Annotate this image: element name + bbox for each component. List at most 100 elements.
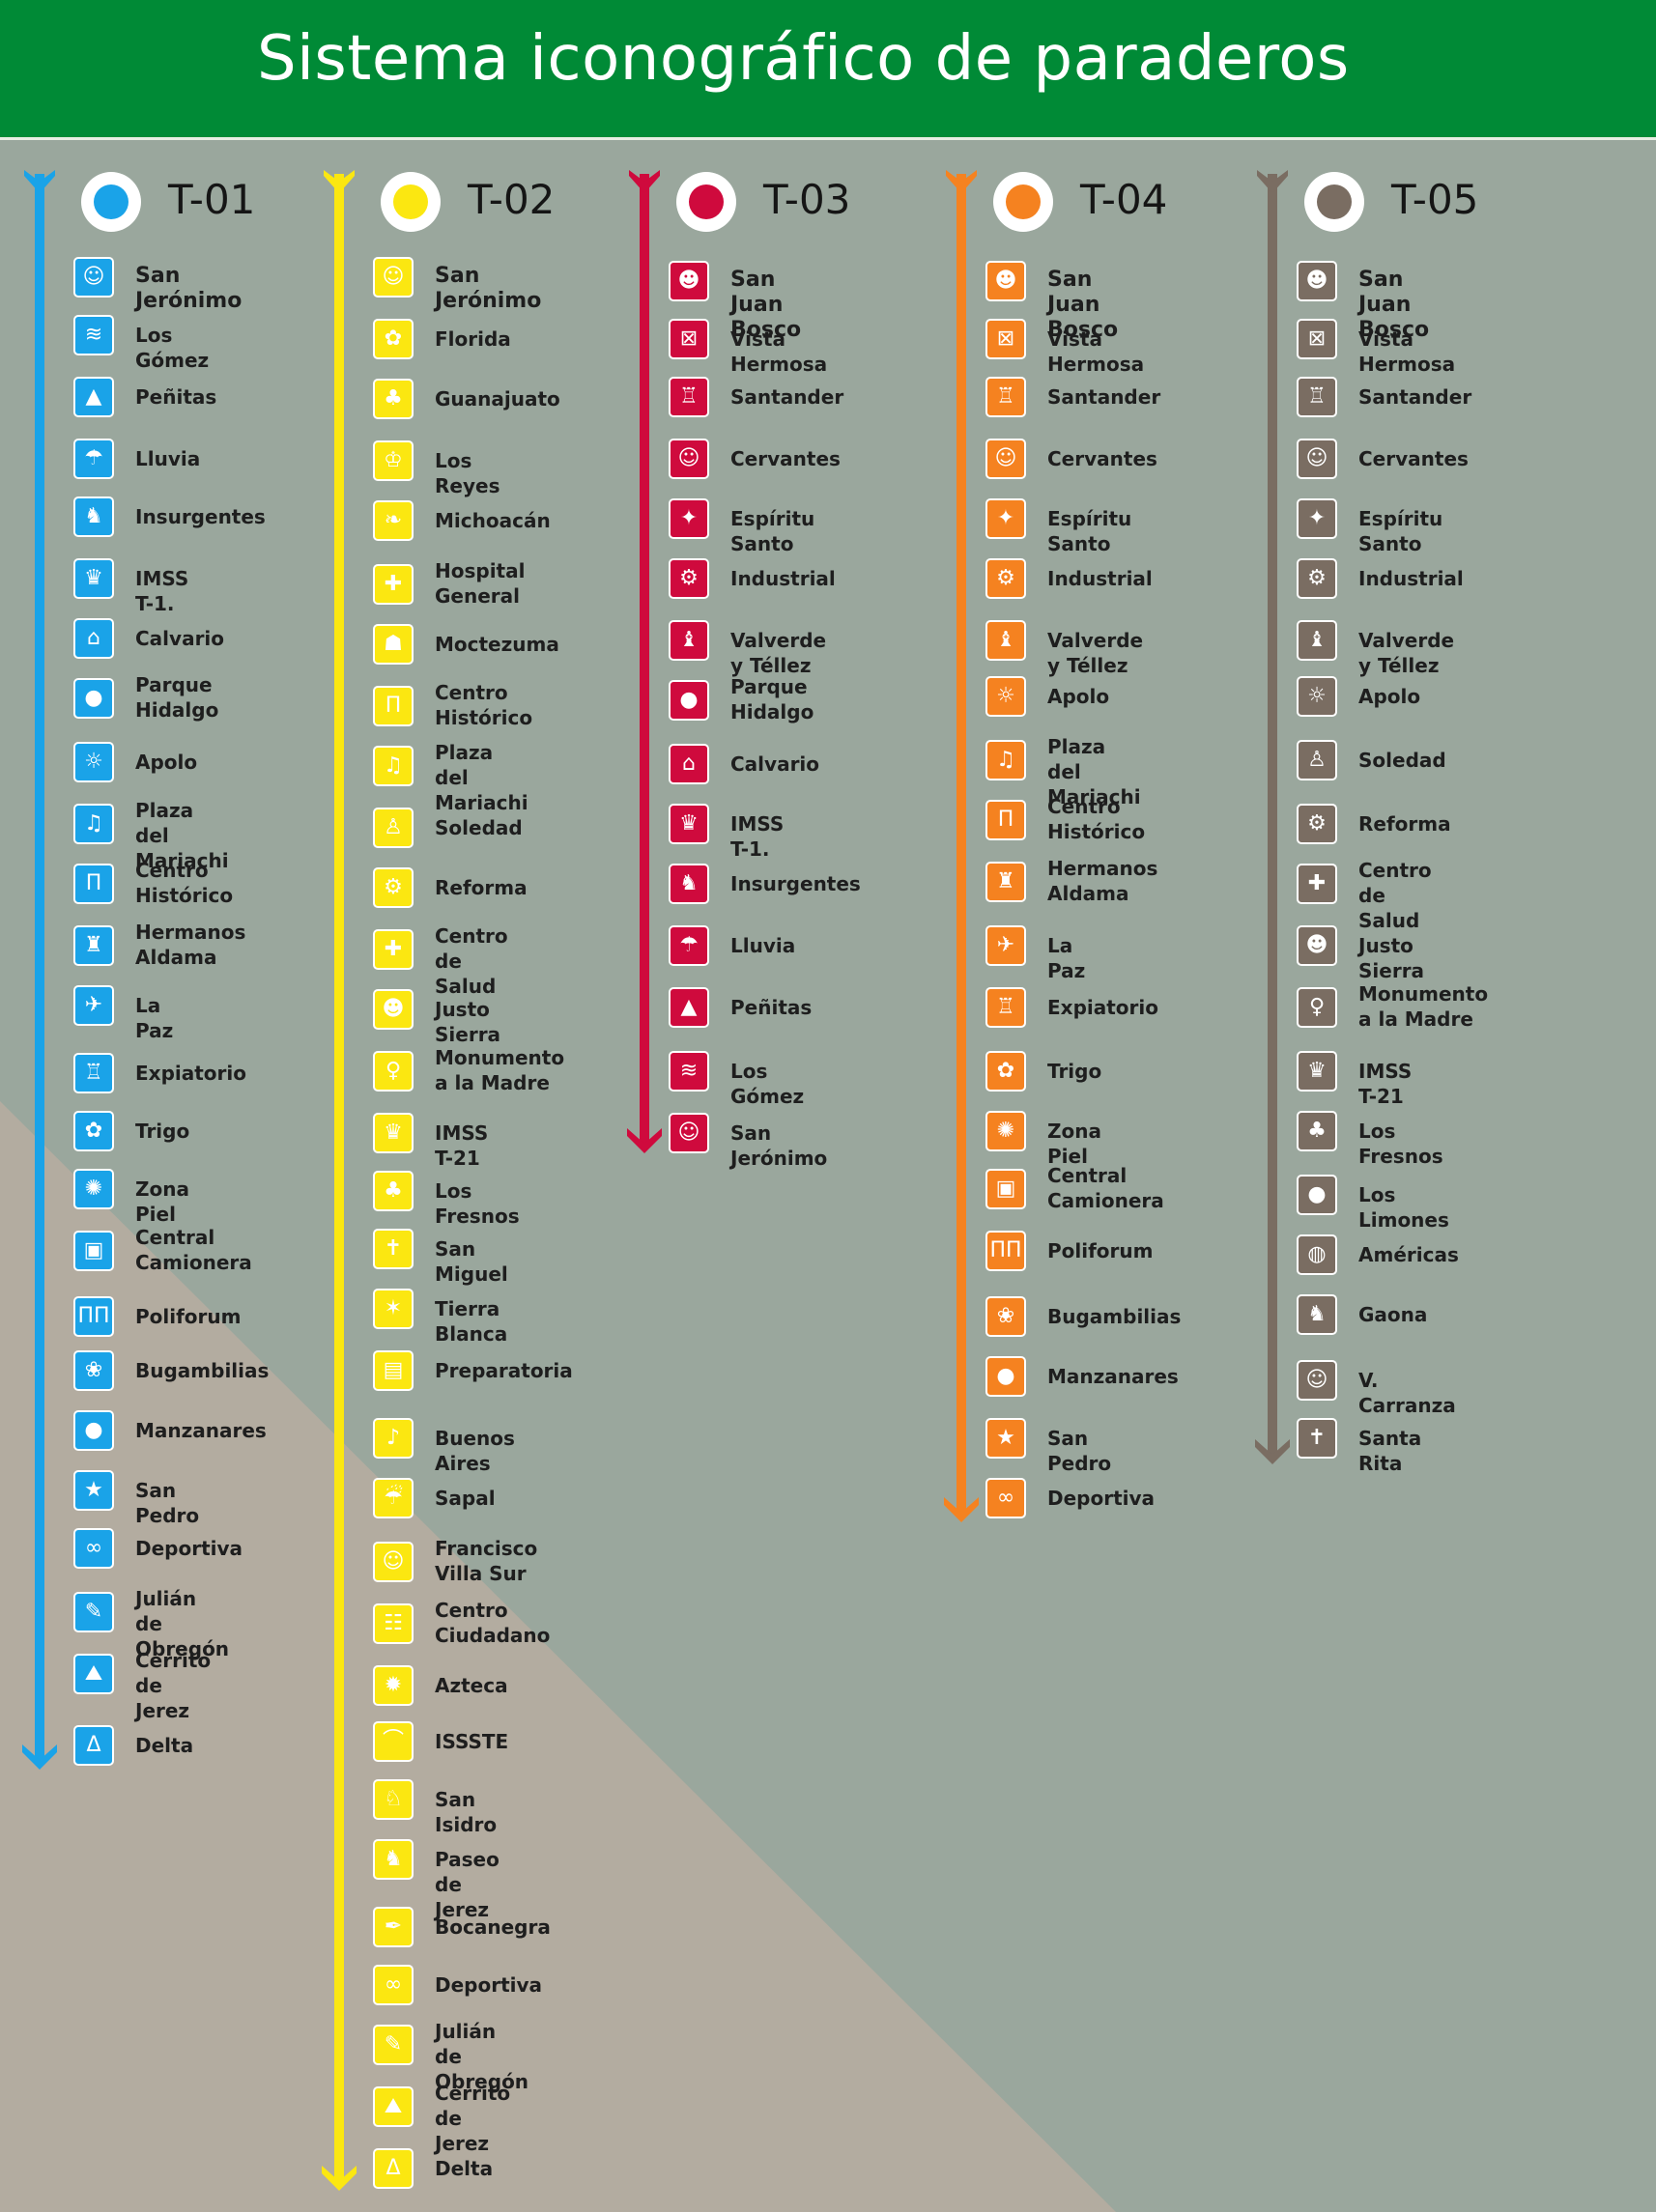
- stop-name: San Jerónimo: [435, 264, 542, 313]
- star-icon: ★: [985, 1418, 1026, 1459]
- delta-icon: Δ: [73, 1725, 114, 1766]
- stop-name: Plaza del Mariachi: [435, 741, 528, 814]
- stop-name: Julián de Obregón: [135, 1587, 230, 1660]
- stop-name: San Miguel: [435, 1237, 508, 1286]
- flowers-icon: ❀: [73, 1350, 114, 1391]
- route-color-dot: [1304, 172, 1364, 232]
- priest-icon: ☻: [1297, 261, 1337, 301]
- stop-name: Soledad: [435, 816, 523, 839]
- stop-name: Poliforum: [1047, 1239, 1154, 1262]
- crown-icon: ♔: [373, 440, 414, 481]
- globe-icon: ◍: [1297, 1234, 1337, 1275]
- dove-icon: ✈: [73, 985, 114, 1026]
- stop-name: Cervantes: [1358, 447, 1469, 470]
- building-icon: ♖: [985, 377, 1026, 417]
- stop-name: Trigo: [1047, 1060, 1102, 1083]
- stop-name: Bocanegra: [435, 1915, 551, 1939]
- dam-icon: ≋: [73, 315, 114, 355]
- stop-name: Lluvia: [730, 934, 796, 957]
- stop-name: Deportiva: [1047, 1487, 1156, 1510]
- bishop-icon: ♝: [1297, 620, 1337, 661]
- stop-name: Apolo: [1047, 685, 1110, 708]
- eagle-emblem-icon: ♛: [669, 804, 709, 844]
- star-icon: ★: [73, 1470, 114, 1511]
- stop-name: Julián de Obregón: [435, 2020, 529, 2093]
- stop-name: Zona Piel: [1047, 1120, 1101, 1168]
- stop-name: Apolo: [1358, 685, 1421, 708]
- stop-name: San Juan Bosco: [1358, 268, 1430, 342]
- route-color-dot: [381, 172, 441, 232]
- hospital-icon: ✚: [373, 564, 414, 605]
- stop-name: Peñitas: [135, 385, 217, 409]
- stop-name: Monumento a la Madre: [435, 1046, 565, 1094]
- landscape-icon: ⊠: [1297, 319, 1337, 359]
- apples-icon: ●: [985, 1356, 1026, 1397]
- doctor-icon: ✚: [373, 929, 414, 970]
- route-line-t-01: [21, 170, 58, 1770]
- stop-name: Centro Histórico: [435, 681, 533, 729]
- stop-name: Los Limones: [1358, 1183, 1449, 1232]
- stop-name: Santa Rita: [1358, 1427, 1422, 1475]
- cervantes-icon: ☺: [1297, 439, 1337, 479]
- flower-icon: ✿: [373, 319, 414, 359]
- gear-icon: ⚙: [985, 558, 1026, 599]
- aqueduct-icon: Π: [73, 864, 114, 904]
- stop-name: Hermanos Aldama: [135, 921, 246, 969]
- rock-icon: ▲: [73, 377, 114, 417]
- leather-icon: ✺: [985, 1111, 1026, 1151]
- stop-name: Américas: [1358, 1243, 1459, 1266]
- stop-name: Gaona: [1358, 1303, 1428, 1326]
- stop-name: Central Camionera: [1047, 1164, 1164, 1212]
- horse-rider-icon: ♞: [373, 1839, 414, 1880]
- stop-name: Moctezuma: [435, 633, 559, 656]
- stop-name: V. Carranza: [1358, 1369, 1456, 1417]
- stop-name: San Jerónimo: [730, 1121, 828, 1170]
- route-color-dot: [993, 172, 1053, 232]
- stop-name: ISSSTE: [435, 1730, 509, 1753]
- eagle-emblem-icon: ♛: [373, 1113, 414, 1153]
- dove-spirit-icon: ✦: [985, 498, 1026, 539]
- cervantes-icon: ☺: [985, 439, 1026, 479]
- olympic-rings-icon: ∞: [373, 1965, 414, 2005]
- stop-name: Sapal: [435, 1487, 496, 1510]
- bus-icon: ▣: [73, 1231, 114, 1271]
- stop-name: Buenos Aires: [435, 1427, 515, 1475]
- cervantes-icon: ☺: [669, 439, 709, 479]
- stop-name: Deportiva: [135, 1537, 243, 1560]
- stop-name: Cerrito de Jerez: [135, 1649, 212, 1722]
- water-icon: ☔: [373, 1478, 414, 1518]
- bishop-icon: ♝: [985, 620, 1026, 661]
- poliforum-icon: ΠΠ: [73, 1296, 114, 1337]
- stop-name: Los Fresnos: [1358, 1120, 1443, 1168]
- route-code: T-02: [468, 176, 556, 223]
- eagle-emblem-icon: ♛: [1297, 1051, 1337, 1092]
- stop-name: San Pedro: [135, 1479, 200, 1527]
- stop-name: Paseo de Jerez: [435, 1848, 500, 1921]
- stop-name: Poliforum: [135, 1305, 242, 1328]
- stop-name: Zona Piel: [135, 1177, 189, 1226]
- hill-icon: ⛰: [73, 1654, 114, 1694]
- tree-icon: ♣: [1297, 1111, 1337, 1151]
- route-code: T-05: [1391, 176, 1479, 223]
- stop-name: Insurgentes: [730, 872, 861, 895]
- mother-statue-icon: ♀: [1297, 987, 1337, 1028]
- stop-name: Valverde y Téllez: [730, 629, 827, 677]
- stop-name: Preparatoria: [435, 1359, 573, 1382]
- church-icon: ⌂: [73, 618, 114, 659]
- stop-name: Apolo: [135, 751, 198, 774]
- route-code: T-03: [763, 176, 851, 223]
- stop-name: San Jerónimo: [135, 264, 243, 313]
- stop-name: Cervantes: [1047, 447, 1157, 470]
- stop-name: Centro Histórico: [135, 859, 234, 907]
- stop-name: Vista Hermosa: [730, 327, 828, 376]
- stop-name: Michoacán: [435, 509, 551, 532]
- rock-icon: ▲: [669, 987, 709, 1028]
- sun-icon: ☼: [1297, 676, 1337, 717]
- route-line-t-05: [1254, 170, 1291, 1464]
- route-code: T-04: [1080, 176, 1168, 223]
- temple-icon: ♖: [985, 987, 1026, 1028]
- stop-name: Santander: [1358, 385, 1472, 409]
- feather-icon: ❧: [373, 500, 414, 541]
- aztec-calendar-icon: ✹: [373, 1665, 414, 1706]
- stop-name: IMSS T-1.: [730, 812, 785, 861]
